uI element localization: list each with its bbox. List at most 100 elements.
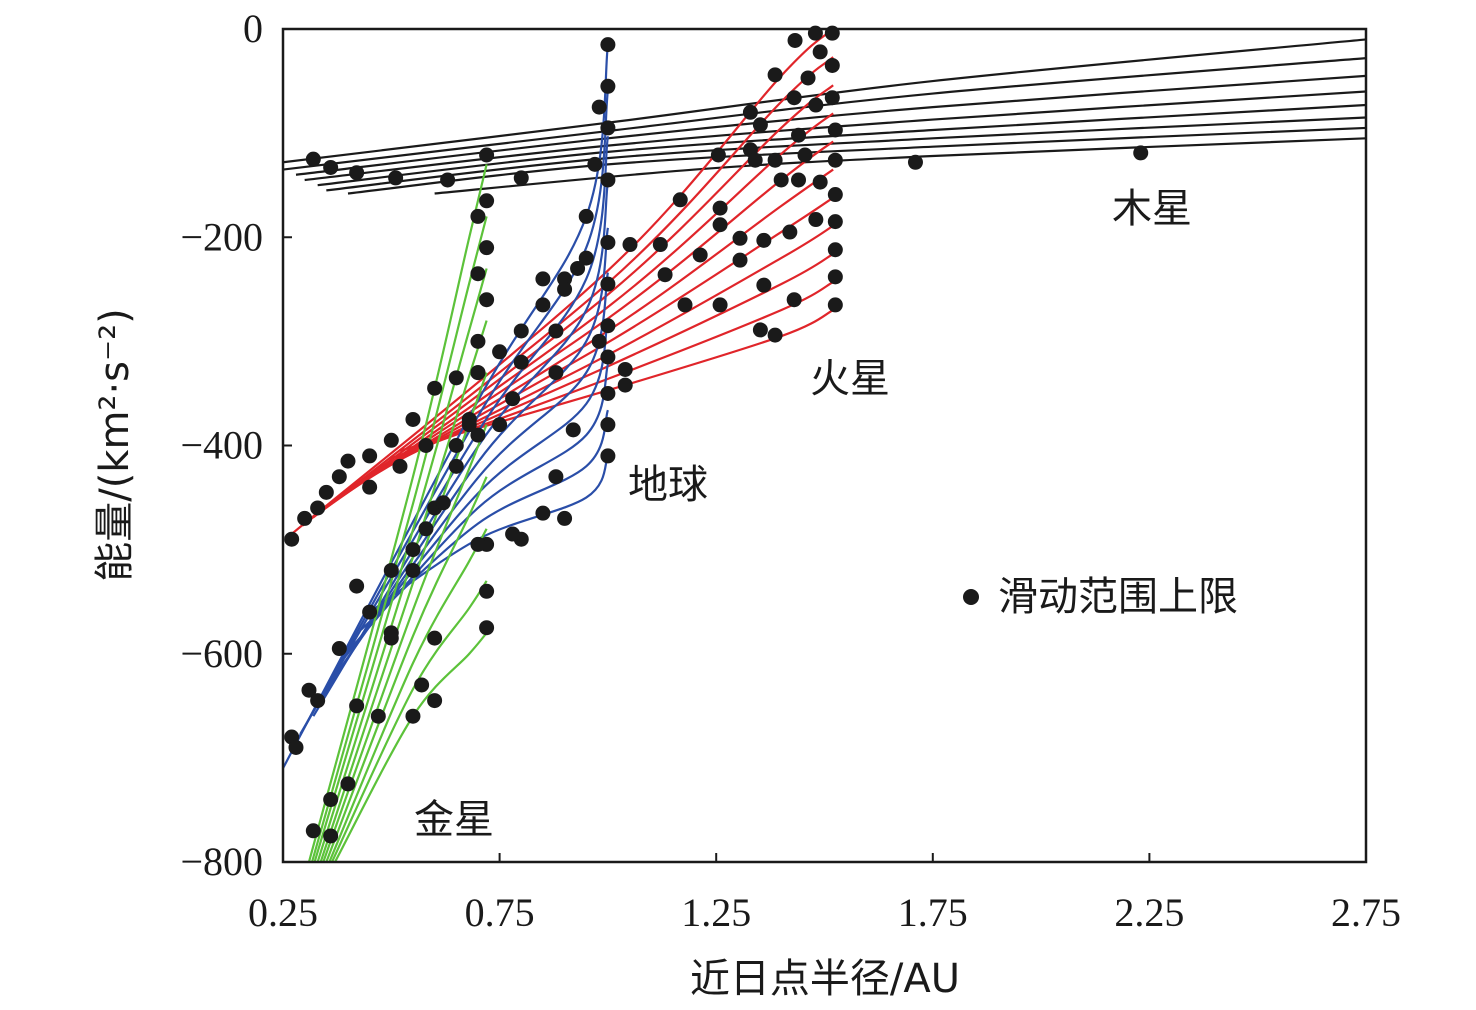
upper-limit-point [448,370,464,386]
upper-limit-point [470,536,486,552]
upper-limit-point [479,147,495,163]
upper-limit-point [617,377,633,393]
series-curve [434,137,1366,195]
upper-limit-point [414,677,430,693]
series-curve [319,372,488,862]
upper-limit-point [827,297,843,313]
upper-limit-point [827,187,843,203]
upper-limit-point [782,224,798,240]
upper-limit-point [297,510,313,526]
upper-limit-point [310,693,326,709]
upper-limit-point [513,323,529,339]
upper-limit-point [349,578,365,594]
upper-limit-point [600,78,616,94]
series-earth [283,44,609,769]
series-curve [334,632,488,862]
upper-limit-point [288,739,304,755]
upper-limit-point [362,604,378,620]
upper-limit-point [362,479,378,495]
y-tick-label: −200 [180,214,263,259]
series-curve [317,103,1366,187]
series-curve [283,38,1366,164]
upper-limit-point [513,170,529,186]
upper-limit-point [767,152,783,168]
upper-limit-point [405,562,421,578]
upper-limit-point [767,67,783,83]
legend: 滑动范围上限 [963,574,1238,620]
upper-limit-point [657,267,673,283]
dot-group [284,25,1149,844]
upper-limit-point [752,322,768,338]
upper-limit-point [600,318,616,334]
upper-limit-point [331,641,347,657]
upper-limit-point [557,510,573,526]
upper-limit-point [301,682,317,698]
upper-limit-point [505,391,521,407]
series-curve [304,90,1366,182]
upper-limit-point [622,237,638,253]
upper-limit-point [418,521,434,537]
upper-limit-point [800,70,816,86]
upper-limit-point [600,385,616,401]
upper-limit-point [756,277,772,293]
upper-limit-point [712,200,728,216]
upper-limit-point [340,776,356,792]
upper-limit-point [349,165,365,181]
series-curve [356,196,834,485]
series-curve [299,136,609,735]
series-curve [326,116,1366,192]
upper-limit-point [732,230,748,246]
upper-limit-point [340,453,356,469]
upper-limit-point [652,237,668,253]
upper-limit-point [440,172,456,188]
upper-limit-point [448,438,464,453]
upper-limit-point [305,823,321,839]
upper-limit-point [827,269,843,285]
x-tick-label: 2.25 [1114,890,1184,935]
upper-limit-point [427,380,443,396]
x-tick-label: 0.75 [465,890,535,935]
annotation-earth: 地球 [628,462,708,508]
upper-limit-point [767,327,783,343]
upper-limit-point [405,708,421,724]
upper-limit-point [677,297,693,313]
upper-limit-point [557,281,573,297]
plot-frame [281,27,1368,864]
upper-limit-point [808,212,824,228]
upper-limit-point [752,117,768,133]
annotation-mars: 火星 [810,356,890,402]
series-mars [290,29,834,535]
upper-limit-point [812,44,828,60]
upper-limit-point [479,620,495,636]
upper-limit-point [587,156,603,172]
upper-limit-point [907,154,923,170]
upper-limit-point [479,583,495,599]
curve-group [283,29,1366,862]
y-axis-title: 能量/(km²·s⁻²) [92,308,138,582]
upper-limit-point [827,214,843,230]
upper-limit-point [535,297,551,313]
upper-limit-point [318,484,334,500]
upper-limit-point [470,208,486,224]
upper-limit-point [570,260,586,276]
upper-limit-point [548,469,564,485]
upper-limit-point [323,828,339,844]
upper-limit-point [405,411,421,427]
upper-limit-point [405,542,421,558]
annotation-jupiter: 木星 [1112,186,1192,232]
series-curve [283,44,609,769]
upper-limit-point [600,172,616,188]
y-tick-label: −600 [180,631,263,676]
series-curve [290,29,834,535]
x-axis-title: 近日点半径/AU [690,956,960,1002]
upper-limit-point [383,630,399,646]
y-tick-label: −400 [180,423,263,468]
upper-limit-point [672,192,688,208]
upper-limit-point [418,438,434,453]
upper-limit-point [349,698,365,714]
upper-limit-point [600,417,616,433]
upper-limit-point [808,97,824,113]
upper-limit-point [284,531,300,547]
x-tick-label: 1.25 [681,890,751,935]
